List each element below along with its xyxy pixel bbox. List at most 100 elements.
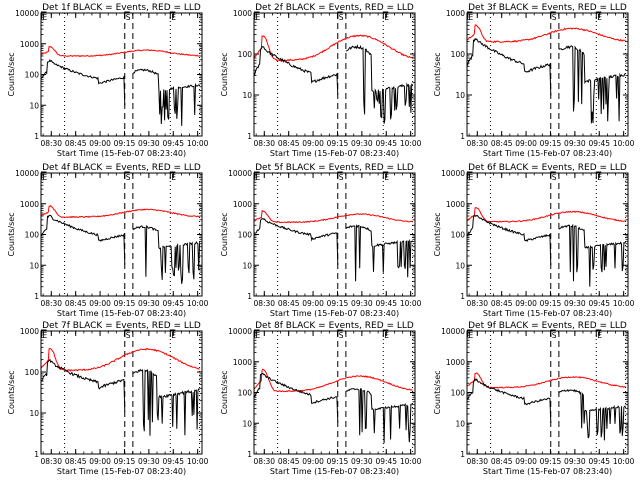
- lld-series-line: [253, 368, 413, 393]
- x-tick-label: 09:45: [162, 457, 184, 466]
- y-axis-label: Counts/sec: [220, 370, 229, 414]
- marker-label: E: [255, 331, 260, 340]
- marker-flag: [382, 171, 389, 179]
- detector-panel-6: Det 6f BLACK = Events, RED = LLD Counts/s…: [433, 163, 635, 318]
- x-tick-label: 08:30: [253, 139, 275, 148]
- y-axis-label: Counts/sec: [433, 212, 442, 256]
- y-tick-label: 1: [34, 132, 39, 141]
- marker-label: E: [468, 173, 473, 182]
- x-tick-label: 10:00: [400, 299, 422, 308]
- x-tick-label: 10:00: [400, 139, 422, 148]
- y-tick-label: 100: [451, 50, 466, 59]
- y-tick-label: 100: [451, 231, 466, 240]
- x-tick-label: 09:15: [540, 457, 562, 466]
- panel-title: Det 2f BLACK = Events, RED = LLD: [255, 3, 414, 13]
- events-series-line: [253, 218, 413, 282]
- x-axis-label: Start Time (15-Feb-07 08:23:40): [483, 309, 612, 318]
- events-series-line: [466, 37, 626, 124]
- y-tick-label: 1: [34, 450, 39, 459]
- x-tick-label: 09:15: [114, 299, 136, 308]
- x-tick-label: 08:45: [278, 457, 300, 466]
- y-tick-label: 10: [29, 101, 39, 110]
- x-tick-label: 09:45: [162, 299, 184, 308]
- marker-label: E: [597, 331, 602, 340]
- x-tick-label: 09:00: [302, 299, 324, 308]
- x-tick-label: 08:45: [65, 139, 87, 148]
- x-tick-label: 08:45: [491, 139, 513, 148]
- x-tick-label: 09:45: [375, 139, 397, 148]
- y-tick-label: 1000: [20, 200, 39, 209]
- x-tick-label: 09:15: [114, 457, 136, 466]
- panel-title: Det 8f BLACK = Events, RED = LLD: [255, 321, 414, 331]
- plot-frame: [253, 172, 416, 297]
- marker-label: E: [42, 331, 47, 340]
- plot-frame: [466, 172, 629, 297]
- x-tick-label: 08:45: [278, 139, 300, 148]
- x-tick-label: 10:00: [187, 299, 209, 308]
- y-tick-label: 1: [247, 132, 252, 141]
- x-tick-label: 09:00: [89, 139, 111, 148]
- x-tick-label: 10:00: [400, 457, 422, 466]
- marker-label: S: [552, 173, 557, 182]
- marker-label: E: [42, 13, 47, 22]
- x-tick-label: 10:00: [187, 457, 209, 466]
- events-series-line: [466, 378, 626, 441]
- detector-panel-2: Det 2f BLACK = Events, RED = LLD Counts/s…: [220, 3, 422, 158]
- panel-title: Det 5f BLACK = Events, RED = LLD: [255, 163, 414, 173]
- x-tick-label: 09:30: [138, 299, 160, 308]
- y-tick-label: 1000: [446, 9, 465, 18]
- x-tick-label: 10:00: [187, 139, 209, 148]
- x-tick-label: 09:15: [327, 139, 349, 148]
- marker-flag: [595, 171, 602, 179]
- marker-label: S: [126, 13, 131, 22]
- panel-title: Det 9f BLACK = Events, RED = LLD: [468, 321, 627, 331]
- marker-flag: [124, 171, 130, 179]
- x-tick-label: 09:00: [89, 457, 111, 466]
- y-tick-label: 100: [238, 50, 253, 59]
- marker-label: E: [171, 331, 176, 340]
- x-tick-label: 09:45: [588, 299, 610, 308]
- y-axis-label: Counts/sec: [7, 370, 16, 414]
- plot-frame: [466, 330, 629, 455]
- y-tick-label: 10000: [228, 327, 252, 336]
- x-axis-label: Start Time (15-Feb-07 08:23:40): [57, 467, 186, 476]
- y-axis-label: Counts/sec: [220, 52, 229, 96]
- y-tick-label: 100: [25, 71, 40, 80]
- x-tick-label: 08:30: [40, 299, 62, 308]
- y-tick-label: 100: [238, 389, 253, 398]
- events-series-line: [253, 44, 413, 124]
- lld-series-line: [40, 204, 200, 219]
- y-tick-label: 10: [242, 419, 252, 428]
- events-series-line: [40, 58, 200, 126]
- x-tick-label: 10:00: [613, 299, 635, 308]
- lld-series-line: [466, 206, 626, 223]
- x-tick-label: 09:30: [564, 299, 586, 308]
- plot-frame: [253, 12, 416, 137]
- marker-flag: [337, 171, 343, 179]
- marker-flag: [124, 11, 130, 19]
- marker-flag: [595, 11, 602, 19]
- marker-label: E: [597, 13, 602, 22]
- x-tick-label: 09:30: [351, 299, 373, 308]
- plot-frame: [253, 330, 416, 455]
- x-tick-label: 08:30: [466, 139, 488, 148]
- y-tick-label: 10: [455, 261, 465, 270]
- x-tick-label: 09:15: [327, 299, 349, 308]
- marker-label: S: [126, 331, 131, 340]
- marker-flag: [595, 329, 602, 337]
- marker-flag: [382, 329, 389, 337]
- marker-label: E: [468, 13, 473, 22]
- y-tick-label: 10: [455, 419, 465, 428]
- panel-title: Det 7f BLACK = Events, RED = LLD: [42, 321, 201, 331]
- detector-panel-4: Det 4f BLACK = Events, RED = LLD Counts/s…: [7, 163, 209, 318]
- y-tick-label: 1000: [20, 40, 39, 49]
- lld-series-line: [40, 45, 200, 58]
- marker-label: S: [552, 13, 557, 22]
- x-axis-label: Start Time (15-Feb-07 08:23:40): [57, 309, 186, 318]
- panel-title: Det 4f BLACK = Events, RED = LLD: [42, 163, 201, 173]
- x-tick-label: 09:30: [351, 139, 373, 148]
- panel-title: Det 3f BLACK = Events, RED = LLD: [468, 3, 627, 13]
- events-series-line: [466, 214, 626, 287]
- marker-flag: [169, 11, 176, 19]
- marker-flag: [337, 329, 343, 337]
